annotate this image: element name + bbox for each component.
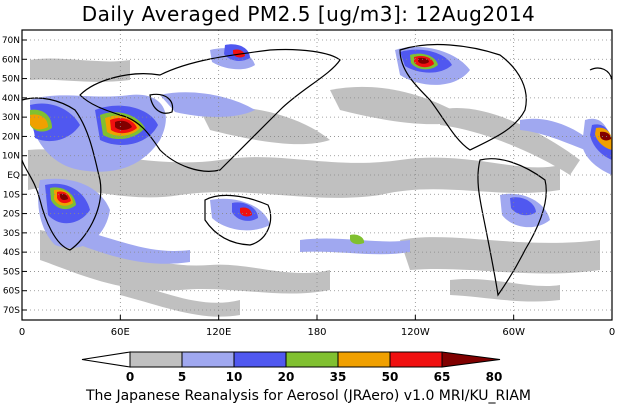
map-title: Daily Averaged PM2.5 [ug/m3]: 12Aug2014 [81,2,536,26]
longitude-labels: 0 60E 120E 180 120W 60W 0 [19,315,615,338]
colorbar-tick-label: 0 [126,370,134,384]
colorbar-tick-label: 50 [382,370,399,384]
colorbar-bin [233,351,287,368]
colorbar-bin [337,351,391,368]
latitude-label: 30S [3,229,20,239]
colorbar-tick-label: 10 [226,370,243,384]
pm25-concentration-field [28,44,612,317]
latitude-label: 40S [3,248,20,258]
colorbar-tick-label: 80 [486,370,503,384]
longitude-label: 60W [502,327,525,338]
colorbar-low-end [81,351,131,368]
colorbar-bin [285,351,339,368]
latitude-label: 10S [3,190,20,200]
colorbar-bin [129,351,183,368]
longitude-label: 0 [609,327,615,338]
latitude-label: 70S [3,306,20,316]
latitude-label: 40N [2,94,20,104]
latitude-label: EQ [7,171,20,181]
longitude-label: 0 [19,327,25,338]
latitude-label: 50N [2,75,20,85]
latitude-label: 50S [3,267,20,277]
latitude-label: 60S [3,287,20,297]
longitude-label: 120W [401,327,430,338]
longitude-label: 120E [206,327,231,338]
latitude-label: 10N [2,152,20,162]
latitude-label: 60N [2,55,20,65]
latitude-label: 20S [3,210,20,220]
data-source-credit: The Japanese Reanalysis for Aerosol (JRA… [85,388,532,404]
colorbar: 0 5 10 20 35 50 65 80 [81,351,503,384]
longitude-label: 180 [307,327,326,338]
colorbar-bin [389,351,443,368]
latitude-labels: 70N 60N 50N 40N 30N 20N 10N EQ 10S 20S 30S 40S 50S 60… [2,36,27,316]
longitude-label: 60E [111,327,130,338]
colorbar-high-end [441,351,501,368]
colorbar-tick-label: 65 [434,370,451,384]
coastline-outlines [21,43,613,297]
latitude-label: 20N [2,132,20,142]
latitude-label: 70N [2,36,20,46]
colorbar-tick-label: 35 [330,370,347,384]
colorbar-tick-label: 20 [278,370,295,384]
colorbar-tick-label: 5 [178,370,186,384]
colorbar-bin [181,351,235,368]
latitude-label: 30N [2,113,20,123]
